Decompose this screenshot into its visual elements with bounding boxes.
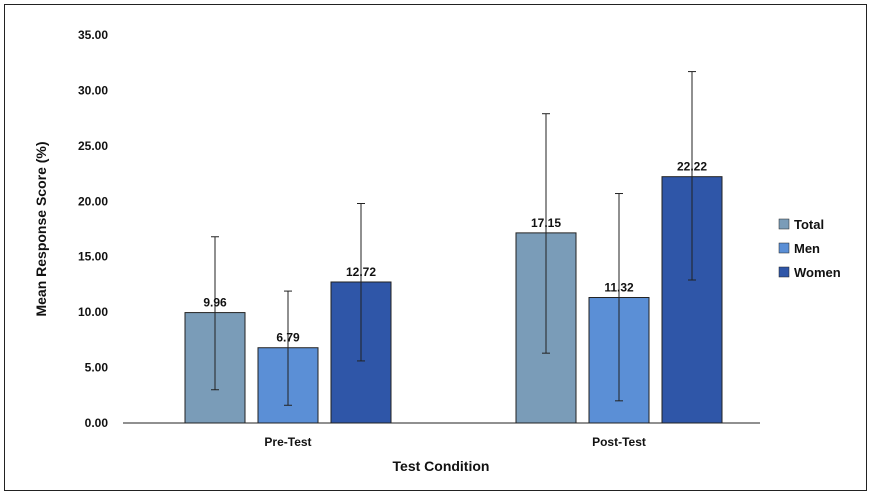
- legend-label-men: Men: [794, 241, 820, 256]
- legend-swatch-total: [778, 218, 790, 230]
- x-tick-label: Post-Test: [592, 435, 646, 449]
- y-tick-label: 5.00: [85, 361, 109, 375]
- y-tick-label: 30.00: [78, 83, 108, 97]
- legend-swatch-women: [778, 266, 790, 278]
- y-axis-title: Mean Response Score (%): [33, 141, 49, 316]
- x-axis-title: Test Condition: [393, 458, 490, 474]
- legend-swatch-men: [778, 242, 790, 254]
- x-axis-ticks: Pre-Test Post-Test: [264, 435, 645, 449]
- y-tick-label: 20.00: [78, 194, 108, 208]
- y-tick-label: 10.00: [78, 305, 108, 319]
- error-bars: [211, 71, 696, 406]
- bars: [184, 176, 723, 424]
- data-label: 12.72: [346, 265, 376, 279]
- legend: Total Men Women: [778, 217, 841, 280]
- chart-frame: [4, 4, 867, 491]
- y-tick-label: 35.00: [78, 28, 108, 42]
- data-label: 6.79: [276, 331, 300, 345]
- legend-label-total: Total: [794, 217, 824, 232]
- x-tick-label: Pre-Test: [264, 435, 311, 449]
- data-label: 17.15: [531, 216, 561, 230]
- data-label: 22.22: [677, 160, 707, 174]
- data-label: 9.96: [203, 296, 227, 310]
- data-label: 11.32: [604, 281, 634, 295]
- legend-label-women: Women: [794, 265, 841, 280]
- data-labels: 9.96 6.79 12.72 17.15 11.32 22.22: [203, 160, 707, 345]
- y-tick-label: 15.00: [78, 250, 108, 264]
- y-tick-label: 25.00: [78, 139, 108, 153]
- y-tick-label: 0.00: [85, 416, 109, 430]
- y-axis-ticks: 0.00 5.00 10.00 15.00 20.00 25.00 30.00 35.00: [78, 28, 108, 430]
